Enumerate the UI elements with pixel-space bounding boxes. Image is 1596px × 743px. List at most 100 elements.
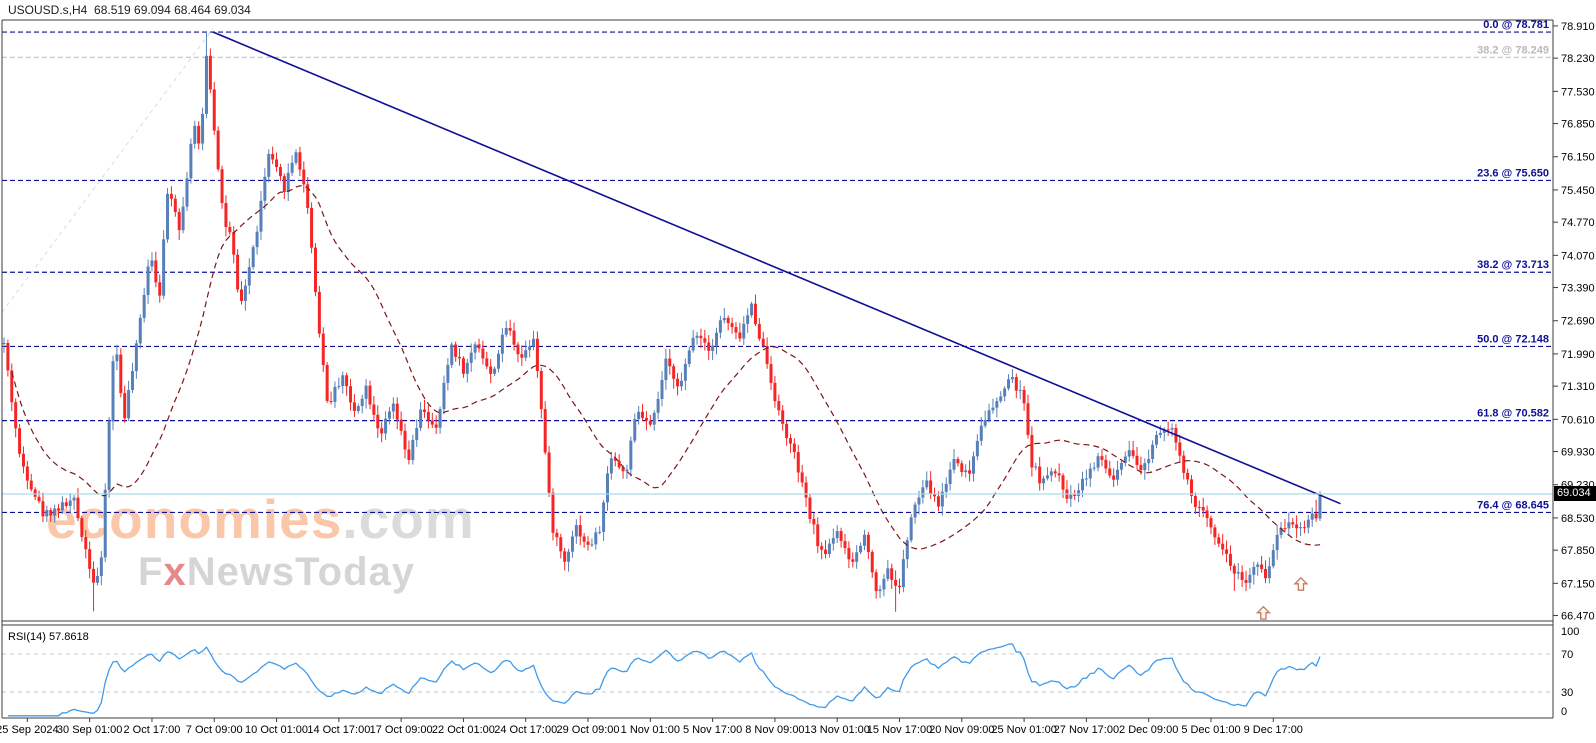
candle-body	[1170, 428, 1174, 430]
gray-fib-level[interactable]: 38.2 @ 78.249	[2, 44, 1553, 58]
watermark-sub-x: x	[163, 550, 187, 594]
candle-body	[1299, 527, 1303, 529]
time-axis-label: 5 Nov 17:00	[683, 724, 742, 736]
candle-body	[1096, 456, 1100, 468]
candle-body	[804, 482, 808, 498]
candle-body	[586, 541, 590, 545]
candle-body	[757, 324, 761, 339]
candle-body	[271, 153, 275, 160]
candle-body	[197, 125, 201, 144]
candle-body	[60, 502, 64, 511]
candle-body	[415, 427, 419, 440]
candle-body	[746, 315, 750, 324]
gray-fib-label: 38.2 @ 78.249	[1477, 44, 1549, 56]
watermark-brand-line: economies.com	[46, 492, 475, 547]
candle-body	[909, 517, 913, 541]
price-axis-label: 69.930	[1561, 447, 1595, 459]
candle-body	[255, 231, 259, 248]
panel-separator[interactable]	[2, 621, 1553, 628]
candle-body	[92, 568, 96, 583]
candle-body	[345, 375, 349, 387]
signal-arrows[interactable]	[1255, 576, 1309, 620]
candle-body	[983, 420, 987, 426]
candle-body	[259, 200, 263, 232]
candle-body	[886, 568, 890, 579]
fib-retracement-levels[interactable]: 0.0 @ 78.781 23.6 @ 75.650 38.2 @ 73.713 50…	[2, 19, 1553, 514]
candle-body	[1026, 403, 1030, 435]
candle-body	[465, 362, 469, 374]
candle-body	[216, 130, 220, 170]
candle-body	[917, 497, 921, 505]
candle-body	[201, 113, 205, 144]
candle-body	[866, 534, 870, 553]
descending-trendline[interactable]	[212, 31, 1341, 505]
candle-body	[232, 232, 236, 255]
candle-body	[991, 407, 995, 411]
candle-body	[551, 492, 555, 533]
candle-body	[99, 557, 103, 576]
candle-body	[146, 266, 150, 295]
time-axis-label: 29 Oct 09:00	[557, 724, 620, 736]
candle-body	[142, 294, 146, 318]
candle-body	[524, 350, 528, 358]
gray-fib-ray[interactable]	[1, 28, 214, 313]
candle-body	[664, 358, 668, 380]
candle-body	[948, 469, 952, 484]
candle-body	[387, 411, 391, 419]
time-axis-label: 17 Oct 09:00	[370, 724, 433, 736]
candle-body	[598, 531, 602, 533]
buy-signal-arrow-icon[interactable]	[1255, 605, 1271, 620]
price-axis-label: 66.470	[1561, 611, 1595, 623]
time-axis-label: 9 Dec 17:00	[1244, 724, 1303, 736]
candle-body	[111, 361, 115, 422]
price-axis-label: 77.530	[1561, 86, 1595, 98]
candle-body	[1077, 490, 1081, 496]
candle-body	[968, 470, 972, 474]
candle-body	[469, 352, 473, 363]
candle-body	[898, 585, 902, 588]
candle-body	[158, 282, 162, 296]
candle-body	[1217, 537, 1221, 544]
candle-body	[481, 348, 485, 359]
candle-body	[1143, 463, 1147, 471]
time-axis-label: 22 Oct 01:00	[432, 724, 495, 736]
candle-body	[921, 487, 925, 498]
candle-body	[730, 323, 734, 328]
candle-body	[559, 537, 563, 552]
candle-body	[138, 317, 142, 344]
candle-body	[84, 536, 88, 550]
time-axis-label: 25 Nov 01:00	[991, 724, 1056, 736]
time-axis-label: 2 Oct 17:00	[124, 724, 181, 736]
candle-body	[1279, 528, 1283, 535]
candle-body	[1151, 444, 1155, 459]
candle-body	[1123, 456, 1127, 463]
candle-body	[722, 317, 726, 321]
fib-level-label: 0.0 @ 78.781	[1483, 19, 1549, 31]
candle-body	[25, 466, 29, 481]
rsi-line	[7, 643, 1321, 717]
candle-body	[1053, 471, 1057, 474]
candle-body	[119, 354, 123, 394]
candle-body	[827, 543, 831, 555]
price-axis-label: 76.150	[1561, 152, 1595, 164]
candle-body	[781, 410, 785, 424]
candle-body	[49, 510, 53, 516]
candle-body	[434, 424, 438, 428]
candle-body	[734, 327, 738, 333]
candle-body	[1018, 389, 1022, 391]
price-axis[interactable]: 78.910 78.230 77.530 76.850 76.150 75.450 74.7…	[1553, 21, 1595, 623]
rsi-axis[interactable]: 100 70 30 0	[1561, 626, 1579, 718]
candle-body	[1263, 568, 1267, 579]
buy-signal-arrow-icon[interactable]	[1293, 576, 1309, 591]
candle-body	[10, 370, 14, 403]
candle-body	[894, 579, 898, 586]
fib-level-label: 38.2 @ 73.713	[1477, 259, 1549, 271]
candle-body	[824, 549, 828, 555]
candle-body	[76, 497, 80, 519]
candle-body	[80, 518, 84, 537]
candle-body	[169, 193, 173, 199]
price-axis-label: 68.530	[1561, 513, 1595, 525]
candle-body	[905, 540, 909, 560]
